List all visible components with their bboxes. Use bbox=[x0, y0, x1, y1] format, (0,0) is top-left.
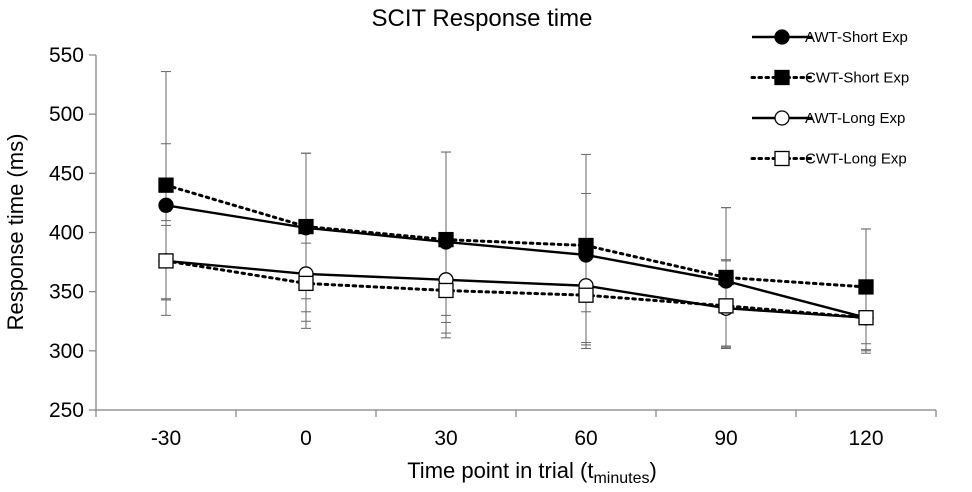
x-axis-title-close: ) bbox=[649, 458, 656, 483]
legend-marker-awt-long-exp bbox=[774, 110, 790, 126]
series-line-awt-long-exp bbox=[165, 259, 867, 319]
data-point-cwt-short-exp bbox=[718, 269, 734, 286]
x-tick-label: -30 bbox=[151, 427, 181, 450]
legend-label-cwt-short-exp: CWT-Short Exp bbox=[805, 70, 909, 87]
legend-marker-cwt-long-exp bbox=[774, 150, 790, 167]
data-point-cwt-long-exp bbox=[718, 298, 734, 314]
data-point-cwt-short-exp bbox=[858, 279, 874, 295]
y-tick-label: 400 bbox=[49, 222, 84, 245]
legend-item-cwt-short-exp: CWT-Short Exp bbox=[750, 69, 909, 87]
legend-marker-awt-short-exp bbox=[774, 29, 790, 45]
series-line-awt-short-exp bbox=[165, 204, 867, 319]
data-point-cwt-long-exp bbox=[158, 253, 174, 269]
x-axis-title-main: Time point in trial (t bbox=[407, 458, 593, 483]
y-tick-label: 250 bbox=[49, 399, 84, 422]
legend-item-awt-long-exp: AWT-Long Exp bbox=[752, 110, 905, 127]
data-point-cwt-long-exp bbox=[298, 275, 314, 292]
series-line-cwt-long-exp bbox=[164, 259, 868, 320]
x-tick-label: 120 bbox=[848, 427, 883, 450]
y-axis-title: Response time (ms) bbox=[3, 134, 28, 331]
data-point-cwt-long-exp bbox=[438, 282, 454, 299]
legend-item-awt-short-exp: AWT-Short Exp bbox=[752, 29, 908, 46]
data-point-cwt-short-exp bbox=[438, 231, 454, 248]
x-axis-title-subscript: minutes bbox=[593, 470, 649, 487]
series-markers bbox=[158, 177, 874, 326]
x-tick-label: 90 bbox=[714, 427, 737, 450]
data-point-awt-short-exp bbox=[158, 197, 174, 213]
legend-label-cwt-long-exp: CWT-Long Exp bbox=[805, 151, 907, 168]
x-tick-label: 0 bbox=[300, 427, 312, 450]
legend-marker-cwt-short-exp bbox=[774, 69, 790, 86]
y-tick-label: 350 bbox=[49, 281, 84, 304]
x-axis-title: Time point in trial (tminutes) bbox=[407, 458, 657, 487]
y-tick-label: 500 bbox=[49, 103, 84, 126]
chart-title: SCIT Response time bbox=[372, 5, 593, 32]
legend-label-awt-short-exp: AWT-Short Exp bbox=[805, 29, 908, 46]
x-tick-label: 60 bbox=[574, 427, 597, 450]
y-tick-label: 300 bbox=[49, 340, 84, 363]
data-point-cwt-short-exp bbox=[578, 237, 594, 254]
data-point-cwt-short-exp bbox=[298, 218, 314, 235]
y-tick-label: 450 bbox=[49, 162, 84, 185]
data-point-cwt-long-exp bbox=[578, 287, 594, 303]
x-tick-label: 30 bbox=[434, 427, 457, 450]
series-lines bbox=[164, 183, 868, 320]
data-point-cwt-long-exp bbox=[858, 310, 874, 326]
data-point-cwt-short-exp bbox=[158, 177, 174, 193]
legend: AWT-Short Exp CWT-Short Exp AWT-Long Exp CW… bbox=[750, 29, 909, 168]
legend-item-cwt-long-exp: CWT-Long Exp bbox=[750, 150, 907, 168]
legend-label-awt-long-exp: AWT-Long Exp bbox=[805, 110, 905, 127]
axes: 250 300 350 400 450 500 550 -30 0 30 60 90 120 bbox=[49, 44, 937, 450]
series-line-cwt-short-exp bbox=[164, 183, 868, 289]
y-tick-label: 550 bbox=[49, 44, 84, 67]
